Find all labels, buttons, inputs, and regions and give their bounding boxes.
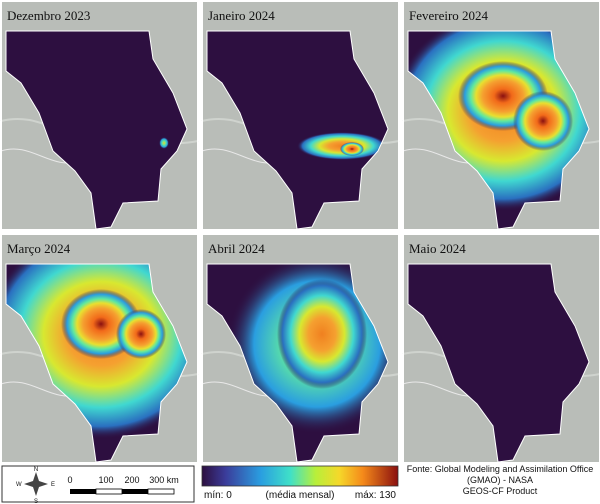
concentration bbox=[297, 132, 387, 160]
region-outline bbox=[407, 263, 590, 463]
panel-title: Março 2024 bbox=[7, 241, 71, 256]
scale-label: 0 bbox=[67, 475, 72, 485]
region bbox=[6, 31, 187, 229]
map-panel: Fevereiro 2024 bbox=[402, 1, 600, 230]
scale-label: 300 km bbox=[149, 475, 179, 485]
plume bbox=[277, 279, 367, 389]
compass-n: N bbox=[34, 467, 38, 473]
panel-frame bbox=[1, 1, 198, 230]
plume bbox=[116, 309, 166, 359]
plume bbox=[513, 91, 573, 151]
panel-title: Fevereiro 2024 bbox=[409, 8, 489, 23]
source-line: Fonte: Global Modeling and Assimilation … bbox=[407, 464, 593, 474]
map-panel: Abril 2024 bbox=[201, 234, 400, 463]
colorbar: mín: 0 (média mensal) máx: 130 bbox=[201, 465, 399, 501]
map-panel: Março 2024 bbox=[0, 234, 199, 463]
source-line: GEOS-CF Product bbox=[463, 486, 538, 496]
map-panel: Maio 2024 bbox=[402, 234, 600, 463]
region-outline bbox=[407, 30, 590, 230]
scale-label: 200 bbox=[124, 475, 139, 485]
compass: N S E W bbox=[16, 467, 55, 504]
compass-w: W bbox=[16, 482, 22, 488]
scale-label: 100 bbox=[98, 475, 113, 485]
source-line: (GMAO) - NASA bbox=[467, 475, 533, 485]
colorbar-min: mín: 0 bbox=[204, 490, 232, 501]
panel-frame bbox=[202, 234, 399, 463]
region-outline bbox=[5, 263, 188, 463]
panel-title: Janeiro 2024 bbox=[208, 8, 275, 23]
panel-title: Dezembro 2023 bbox=[7, 8, 90, 23]
compass-s: S bbox=[34, 499, 38, 504]
plume bbox=[159, 137, 169, 149]
panel-title: Maio 2024 bbox=[409, 241, 466, 256]
concentration bbox=[159, 137, 169, 149]
region bbox=[408, 264, 589, 462]
source: Fonte: Global Modeling and Assimilation … bbox=[402, 464, 598, 502]
panel-frame bbox=[1, 234, 198, 463]
colorbar-mid: (média mensal) bbox=[266, 490, 335, 501]
map-panel: Dezembro 2023 bbox=[0, 1, 199, 230]
panel-title: Abril 2024 bbox=[208, 241, 265, 256]
panel-frame bbox=[202, 1, 399, 230]
region-outline bbox=[5, 30, 188, 230]
plume bbox=[340, 142, 364, 156]
scale-box: N S E W 0 100 200 300 km bbox=[1, 465, 195, 504]
region-outline bbox=[206, 263, 389, 463]
compass-e: E bbox=[51, 482, 55, 488]
map-panel: Janeiro 2024 bbox=[201, 1, 400, 230]
region bbox=[207, 31, 388, 229]
region-outline bbox=[206, 30, 389, 230]
colorbar-max: máx: 130 bbox=[355, 490, 397, 501]
